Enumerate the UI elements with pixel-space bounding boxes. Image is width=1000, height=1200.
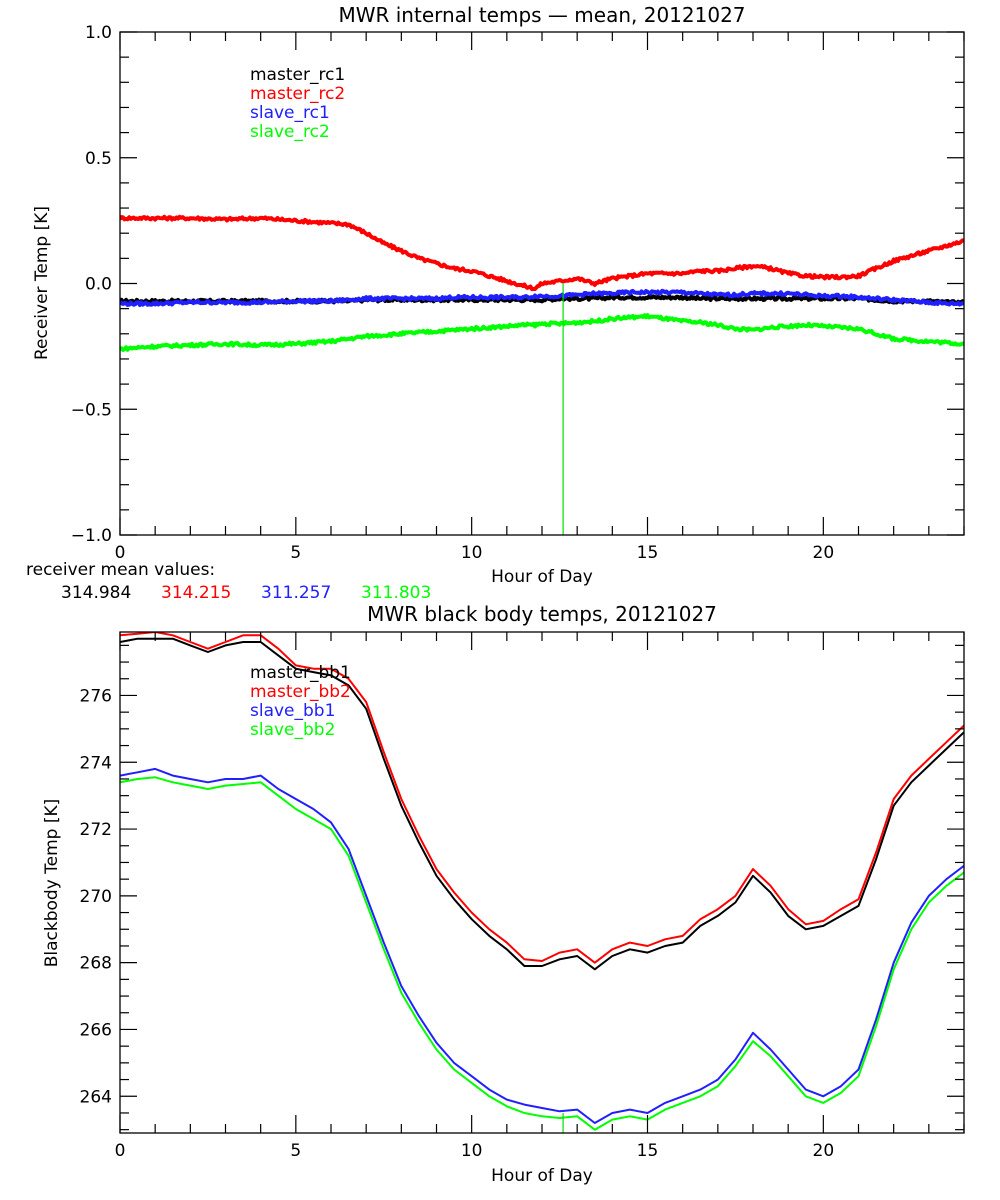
- series-line-slave-bb2: [120, 776, 964, 1131]
- x-axis-label: Hour of Day: [491, 1166, 593, 1186]
- plot-area: 0 5 10 15 20 −1.0 −0.5 0.0 0.5 1.0 master_rc1maste…: [71, 23, 965, 563]
- chart-title: MWR black body temps, 20121027: [367, 602, 717, 626]
- y-tick-label: 0.5: [85, 149, 112, 169]
- chart-title: MWR internal temps — mean, 20121027: [338, 3, 745, 27]
- plot-area: 0 5 10 15 20 264 266 268 270 272 274 276 master_bb1m…: [80, 631, 965, 1161]
- y-tick-label: 274: [80, 753, 112, 773]
- y-tick-label: −1.0: [71, 526, 112, 546]
- x-tick-label: 0: [115, 543, 126, 563]
- series-line-slave-rc2: [120, 313, 964, 352]
- y-tick-label: 266: [80, 1020, 112, 1040]
- legend-entry: master_rc1: [250, 65, 345, 85]
- series-group: [120, 214, 964, 535]
- legend-entry: slave_rc1: [250, 103, 330, 123]
- receiver-mean-label: receiver mean values:: [26, 560, 215, 580]
- y-axis-label: Receiver Temp [K]: [32, 206, 52, 360]
- y-tick-label: 276: [80, 686, 112, 706]
- blackbody-temps-chart: MWR black body temps, 20121027 0 5 10 15 20 2…: [42, 602, 965, 1186]
- x-tick-label: 20: [813, 1141, 835, 1161]
- y-tick-label: 0.0: [85, 275, 112, 295]
- series-line-slave-bb1: [120, 767, 964, 1124]
- x-axis-label: Hour of Day: [491, 567, 593, 587]
- series-group: [120, 632, 964, 1133]
- receiver-mean-value: 314.215: [161, 583, 231, 603]
- legend-entry: slave_bb1: [250, 701, 335, 721]
- receiver-temps-chart: MWR internal temps — mean, 20121027 0 5 10…: [32, 3, 965, 587]
- x-tick-label: 15: [637, 543, 659, 563]
- x-tick-label: 5: [290, 543, 301, 563]
- legend-entry: master_rc2: [250, 84, 345, 104]
- plot-frame: [119, 631, 965, 1134]
- legend-entry: slave_rc2: [250, 122, 330, 142]
- receiver-mean-value: 311.803: [361, 583, 431, 603]
- y-tick-label: 272: [80, 820, 112, 840]
- x-tick-label: 15: [637, 1141, 659, 1161]
- y-tick-label: 270: [80, 887, 112, 907]
- series-line-master-bb2: [120, 632, 964, 964]
- receiver-mean-value: 311.257: [261, 583, 331, 603]
- receiver-mean-block: receiver mean values: 314.984 314.215 31…: [26, 560, 431, 603]
- series-line-slave-rc1: [120, 288, 964, 307]
- series-line-master-bb1: [120, 637, 964, 971]
- receiver-mean-value: 314.984: [61, 583, 131, 603]
- legend-entry: master_bb2: [250, 682, 351, 702]
- legend-entry: slave_bb2: [250, 720, 335, 740]
- x-tick-label: 10: [461, 1141, 483, 1161]
- y-tick-label: 268: [80, 954, 112, 974]
- series-line-master-rc2: [120, 214, 964, 292]
- x-tick-label: 0: [115, 1141, 126, 1161]
- y-tick-label: −0.5: [71, 400, 112, 420]
- legend-entry: master_bb1: [250, 663, 351, 683]
- y-axis-label: Blackbody Temp [K]: [42, 799, 62, 968]
- y-tick-label: 1.0: [85, 23, 112, 43]
- x-tick-label: 20: [813, 543, 835, 563]
- x-tick-label: 10: [461, 543, 483, 563]
- x-tick-label: 5: [290, 1141, 301, 1161]
- y-tick-label: 264: [80, 1087, 112, 1107]
